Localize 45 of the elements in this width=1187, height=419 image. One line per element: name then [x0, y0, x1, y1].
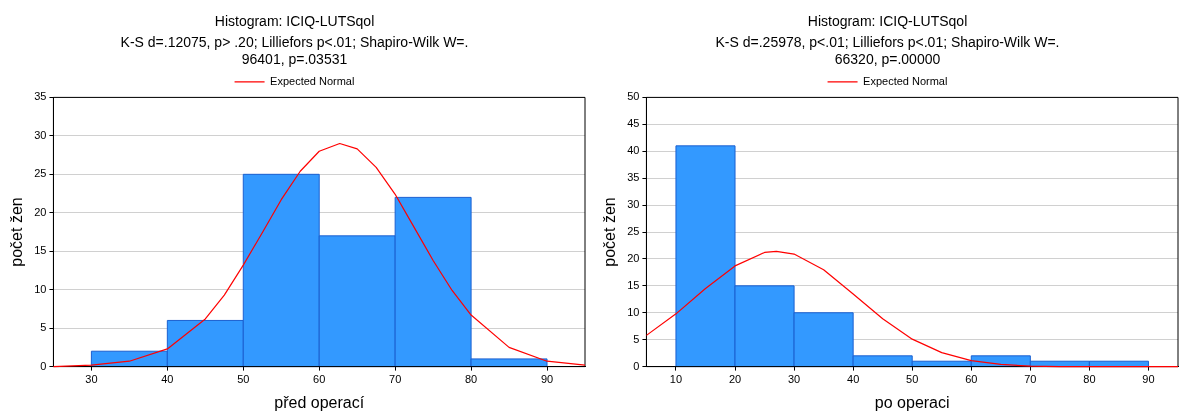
y-tick-label: 15: [34, 244, 47, 257]
x-tick-label: 10: [669, 373, 683, 386]
y-tick-label: 25: [627, 225, 640, 238]
y-tick-label: 10: [34, 282, 47, 295]
chart-subtitle: K-S d=.25978, p<.01; Lilliefors p<.01; Shapiro-Wilk W=. 66320, p=.00000: [715, 34, 1060, 67]
x-tick-label: 20: [728, 373, 742, 386]
x-tick-label: 60: [965, 373, 978, 386]
x-tick-label: 30: [85, 373, 98, 386]
x-tick-label: 90: [1142, 373, 1155, 386]
x-tick-label: 90: [540, 373, 554, 386]
legend-label: Expected Normal: [270, 74, 355, 87]
y-tick-label: 5: [40, 321, 47, 334]
y-tick-label: 0: [40, 359, 47, 372]
legend-label: Expected Normal: [863, 74, 948, 87]
y-axis-title: počet žen: [8, 197, 26, 267]
x-axis-title: před operací: [274, 393, 365, 411]
y-tick-label: 45: [627, 117, 640, 130]
y-tick-label: 35: [34, 90, 47, 103]
y-tick-label: 30: [34, 128, 47, 141]
chart-title: Histogram: ICIQ-LUTSqol: [807, 13, 968, 30]
chart-title: Histogram: ICIQ-LUTSqol: [214, 13, 375, 30]
x-tick-label: 60: [313, 373, 326, 386]
y-tick-label: 10: [627, 305, 640, 318]
x-tick-label: 50: [906, 373, 919, 386]
x-axis-title: po operaci: [874, 393, 950, 411]
y-tick-label: 50: [627, 90, 640, 103]
y-tick-label: 0: [633, 359, 640, 372]
x-tick-label: 30: [787, 373, 801, 386]
x-tick-label: 70: [1024, 373, 1037, 386]
y-tick-label: 15: [627, 278, 640, 291]
y-tick-label: 40: [627, 144, 640, 157]
x-tick-label: 80: [1083, 373, 1096, 386]
y-tick-label: 5: [633, 332, 640, 345]
x-tick-label: 40: [847, 373, 860, 386]
y-axis-title: počet žen: [601, 197, 619, 267]
y-tick-label: 30: [627, 198, 640, 211]
x-tick-label: 40: [161, 373, 174, 386]
y-tick-label: 20: [34, 205, 47, 218]
y-tick-label: 35: [627, 171, 640, 184]
y-tick-label: 20: [627, 251, 640, 264]
x-tick-label: 80: [464, 373, 478, 386]
x-tick-label: 50: [237, 373, 250, 386]
chart-subtitle: K-S d=.12075, p> .20; Lilliefors p<.01; Shapiro-Wilk W=. 96401, p=.03531: [120, 34, 469, 67]
y-tick-label: 25: [34, 167, 47, 180]
x-tick-label: 70: [389, 373, 402, 386]
